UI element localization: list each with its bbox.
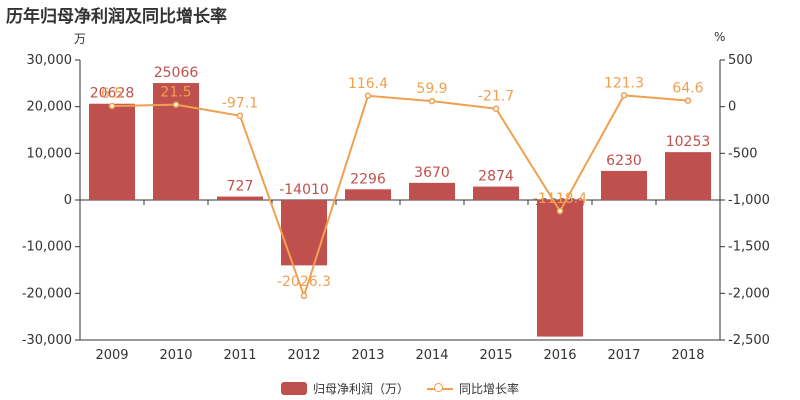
bar: [665, 152, 711, 200]
x-tick-label: 2011: [223, 348, 256, 363]
line-point: [684, 97, 692, 104]
left-tick-label: 10,000: [27, 146, 73, 161]
line-point: [300, 292, 308, 300]
bar-data-label: -14010: [279, 182, 329, 198]
right-tick-label: -1,500: [728, 240, 770, 255]
left-axis-unit: 万: [74, 32, 87, 46]
x-tick-label: 2014: [415, 348, 448, 363]
legend-label-growth: 同比增长率: [459, 381, 520, 396]
line-point: [620, 92, 628, 99]
line-data-label: 6.5: [101, 86, 123, 102]
line-swatch-icon: [427, 382, 453, 395]
line-point: [556, 207, 564, 215]
bar-data-label: 6230: [606, 153, 642, 169]
bar-data-label: 20628: [90, 86, 135, 102]
line-point: [236, 112, 244, 119]
legend: 归母净利润（万） 同比增长率: [0, 378, 800, 398]
left-tick-label: 30,000: [27, 53, 73, 68]
left-tick-label: -30,000: [22, 333, 72, 348]
line-point: [172, 101, 180, 108]
bar-data-label: 3670: [414, 165, 450, 181]
line-data-label: 121.3: [604, 75, 644, 91]
bar-data-label: 2874: [478, 169, 514, 185]
x-tick-label: 2016: [543, 348, 576, 363]
line-data-label: -2026.3: [277, 274, 331, 290]
bar: [601, 170, 647, 200]
x-tick-label: 2013: [351, 348, 384, 363]
growth-line: [111, 94, 689, 299]
right-tick-label: -2,500: [728, 333, 770, 348]
bar-data-label: 727: [227, 179, 254, 195]
bar-data-label: -29269: [535, 196, 585, 212]
bar: [281, 200, 327, 266]
right-tick-label: -500: [728, 146, 758, 161]
x-tick-label: 2018: [671, 348, 704, 363]
x-tick-label: 2009: [95, 348, 128, 363]
bar-data-label: 10253: [666, 134, 711, 150]
line-point: [364, 92, 372, 100]
chart-title: 历年归母净利润及同比增长率: [6, 7, 227, 27]
line-data-label: 116.4: [348, 76, 388, 92]
x-tick-label: 2012: [287, 348, 320, 363]
legend-item-profit[interactable]: 归母净利润（万）: [280, 380, 409, 397]
line-point: [428, 97, 436, 105]
right-tick-label: 500: [728, 53, 753, 68]
left-tick-label: -10,000: [22, 240, 72, 255]
right-tick-label: 0: [728, 100, 736, 115]
line-data-label: 59.9: [416, 81, 447, 97]
bar-data-label: 2296: [350, 171, 386, 187]
left-tick-label: 0: [64, 193, 72, 208]
line-data-label: 64.6: [672, 81, 703, 97]
x-tick-label: 2015: [479, 348, 512, 363]
bar: [537, 200, 583, 337]
right-tick-label: -2,000: [728, 286, 770, 301]
x-tick-label: 2017: [607, 348, 640, 363]
right-axis-unit: %: [714, 30, 726, 44]
line-data-label: -97.1: [222, 96, 258, 112]
line-data-label: -21.7: [478, 89, 514, 105]
bar: [473, 186, 519, 200]
legend-label-profit: 归母净利润（万）: [312, 381, 409, 396]
bar-swatch-icon: [280, 381, 307, 395]
line-point: [492, 105, 500, 112]
right-tick-label: -1,000: [728, 193, 770, 208]
x-tick-label: 2010: [159, 348, 192, 363]
bar: [345, 189, 391, 200]
line-data-label: 21.5: [160, 85, 191, 101]
left-tick-label: -20,000: [22, 286, 72, 301]
line-point: [108, 102, 116, 110]
line-data-label: -1118.4: [533, 191, 587, 207]
bar: [409, 182, 455, 200]
bar: [217, 196, 263, 200]
bar: [89, 103, 135, 200]
legend-item-growth[interactable]: 同比增长率: [427, 380, 519, 397]
bar-data-label: 25066: [154, 65, 199, 81]
left-tick-label: 20,000: [27, 100, 73, 115]
